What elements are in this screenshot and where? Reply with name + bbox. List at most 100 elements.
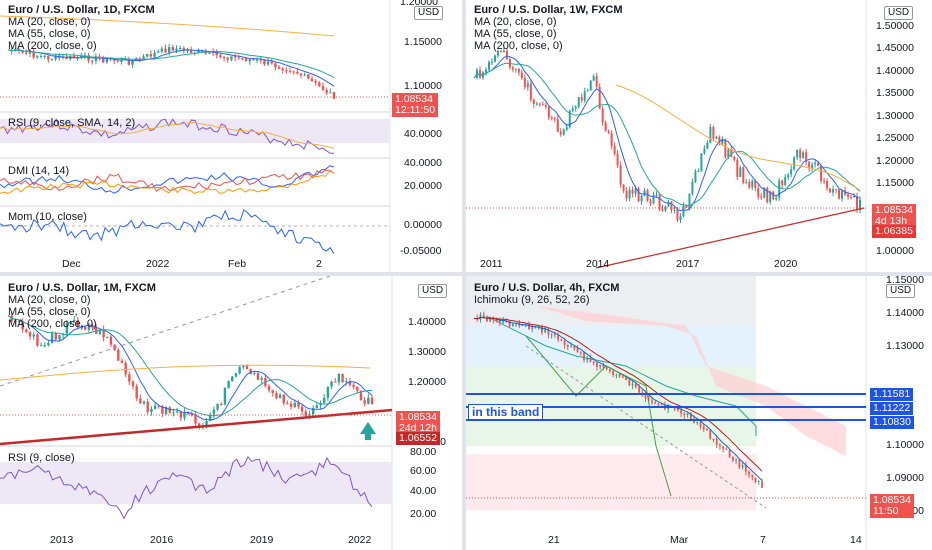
daily-candle (299, 73, 303, 76)
weekly-candle (487, 61, 490, 70)
daily-candle (266, 61, 270, 65)
monthly-candle (150, 408, 153, 412)
weekly-candle (739, 167, 742, 177)
weekly-candle (622, 184, 625, 191)
weekly-candle (490, 61, 493, 63)
monthly-candle (47, 343, 50, 346)
monthly-time-tick: 2019 (250, 534, 274, 546)
monthly-candle (36, 334, 39, 346)
h4-candle (618, 374, 621, 377)
weekly-candle (811, 164, 814, 169)
monthly-price-tick: 1.30000 (408, 346, 446, 358)
weekly-candle (505, 50, 508, 60)
weekly-chart-canvas[interactable] (466, 0, 932, 272)
monthly-currency-badge[interactable]: USD (418, 284, 448, 298)
h4-band-annotation[interactable]: in this band (468, 404, 544, 420)
monthly-countdown: 24d 12h (399, 422, 437, 434)
weekly-currency-badge[interactable]: USD (884, 6, 914, 20)
weekly-candle (586, 90, 589, 92)
weekly-candle (718, 136, 721, 144)
daily-price-tick: 1.20000 (400, 0, 438, 8)
monthly-chart-panel[interactable]: Euro / U.S. Dollar, 1M, FXCM MA (20, clo… (0, 276, 462, 550)
daily-candle (310, 78, 314, 82)
h4-chart-canvas[interactable] (466, 276, 932, 550)
daily-legend: Euro / U.S. Dollar, 1D, FXCM MA (20, clo… (8, 4, 155, 52)
monthly-candle (117, 350, 120, 361)
monthly-candle (113, 344, 116, 351)
monthly-chart-canvas[interactable] (0, 276, 462, 550)
weekly-candle (709, 127, 712, 143)
weekly-candle (745, 182, 748, 184)
weekly-candle (694, 171, 697, 182)
daily-candle (296, 71, 299, 74)
daily-rsi-line (0, 118, 334, 154)
monthly-candle (197, 423, 201, 427)
monthly-candle (205, 421, 208, 426)
monthly-candle (190, 414, 194, 416)
daily-currency-badge[interactable]: USD (414, 6, 444, 20)
h4-currency-badge[interactable]: USD (886, 284, 916, 298)
h4-chart-panel[interactable]: Euro / U.S. Dollar, 4h, FXCM Ichimoku (9… (466, 276, 932, 550)
h4-candle (498, 321, 501, 323)
monthly-candle (256, 373, 260, 380)
weekly-candle (685, 205, 688, 208)
h4-last-price-tag: 1.08534 11:50 (870, 494, 914, 518)
weekly-candle (550, 117, 553, 119)
daily-chart-canvas[interactable] (0, 0, 462, 272)
h4-candle (696, 422, 699, 424)
h4-candle (486, 317, 488, 322)
daily-candle (259, 59, 262, 61)
daily-candle (91, 60, 94, 62)
daily-candle (285, 70, 288, 72)
weekly-candle (838, 189, 841, 199)
weekly-candle (499, 50, 502, 53)
h4-countdown: 11:50 (873, 505, 899, 517)
h4-candle (557, 335, 560, 340)
monthly-candle (153, 405, 157, 409)
h4-candle (621, 376, 624, 378)
weekly-candle (643, 190, 646, 196)
monthly-candle (341, 373, 344, 383)
monthly-time-tick: 2016 (150, 534, 174, 546)
monthly-candle (183, 411, 186, 418)
weekly-price-tick: 1.20000 (876, 154, 914, 167)
daily-time-tick: 2022 (146, 258, 170, 270)
horizontal-divider[interactable] (0, 272, 932, 276)
weekly-candle (673, 209, 676, 211)
weekly-candle (808, 161, 811, 169)
h4-candle (715, 438, 718, 445)
h4-band-level: 1.10830 (870, 416, 914, 429)
daily-last-price: 1.08534 (395, 93, 433, 105)
weekly-candle (697, 170, 700, 172)
daily-candle (274, 63, 277, 68)
h4-candle (634, 384, 637, 388)
monthly-candle (102, 329, 105, 338)
h4-candle (495, 319, 498, 322)
daily-candle (263, 60, 266, 65)
h4-candle (489, 317, 492, 322)
daily-candle (325, 90, 328, 93)
monthly-trendline (0, 408, 393, 446)
h4-time-tick: Mar (670, 534, 689, 546)
daily-chart-panel[interactable]: Euro / U.S. Dollar, 1D, FXCM MA (20, clo… (0, 0, 462, 272)
monthly-candle (172, 412, 175, 414)
daily-mom-line (0, 208, 335, 254)
weekly-candle (595, 76, 598, 87)
h4-candle (615, 374, 618, 376)
weekly-chart-panel[interactable]: Euro / U.S. Dollar, 1W, FXCM MA (20, clo… (466, 0, 932, 272)
monthly-candle (84, 326, 87, 330)
weekly-candle (796, 149, 799, 158)
weekly-candle (859, 199, 861, 211)
daily-candle (39, 55, 43, 57)
weekly-candle (823, 180, 826, 182)
h4-candle (748, 471, 750, 475)
weekly-candle (610, 132, 613, 146)
monthly-candle (164, 407, 168, 414)
daily-title: Euro / U.S. Dollar, 1D, FXCM (8, 4, 155, 16)
monthly-candle (311, 407, 315, 415)
weekly-ma20-label: MA (20, close, 0) (474, 16, 557, 28)
daily-candle (116, 60, 120, 62)
h4-candle (508, 320, 511, 327)
weekly-candle (772, 191, 775, 200)
daily-candle (149, 54, 153, 57)
